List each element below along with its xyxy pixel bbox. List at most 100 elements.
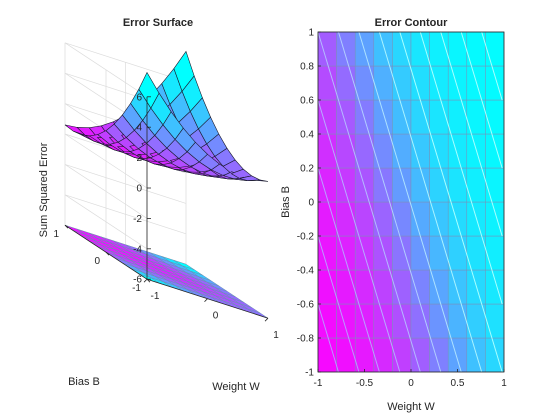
contour-cell xyxy=(336,99,356,135)
contour-cell xyxy=(336,269,356,305)
contour-y-tick-label: -0.8 xyxy=(297,334,315,345)
weight-tick-mark xyxy=(204,298,208,302)
contour-cell xyxy=(317,99,337,135)
error-surface-mesh xyxy=(64,50,269,182)
contour-cell xyxy=(373,167,393,203)
contour-line xyxy=(317,31,421,373)
contour-cell xyxy=(373,269,393,305)
surface-cell xyxy=(247,179,269,182)
bias-tick-label: 1 xyxy=(53,229,59,240)
contour-cell xyxy=(336,65,356,101)
contour-y-ticks: -1 -0.8 -0.6 -0.4 -0.2 0 0.2 0.4 0.6 0.8 1 xyxy=(297,28,321,379)
weight-tick-mark xyxy=(143,278,148,283)
contour-cell xyxy=(447,269,468,305)
z-tick-label: 6 xyxy=(136,92,142,103)
contour-y-tick-label: 0.6 xyxy=(300,96,314,107)
floor-cell xyxy=(64,224,86,235)
contour-cell xyxy=(336,337,356,373)
surface-floor-projection xyxy=(64,224,269,319)
contour-cell xyxy=(447,303,468,339)
contour-cell xyxy=(447,235,468,271)
contour-cell xyxy=(373,201,393,237)
contour-cell xyxy=(485,133,505,169)
contour-cell xyxy=(447,133,468,169)
contour-line xyxy=(481,31,503,101)
contour-cell xyxy=(447,201,468,237)
contour-y-tick-label: -0.6 xyxy=(297,300,315,311)
contour-cell xyxy=(373,303,393,339)
weight-axis-ticks: -1 0 1 xyxy=(143,278,279,341)
contour-y-tick-label: -0.2 xyxy=(297,232,315,243)
contour-cell xyxy=(317,303,337,339)
contour-cell xyxy=(410,201,430,237)
contour-line xyxy=(317,303,339,373)
bias-tick-mark xyxy=(146,278,151,283)
contour-cell xyxy=(410,337,430,373)
contour-line xyxy=(317,235,360,373)
contour-x-tick-label: -0.5 xyxy=(356,378,374,389)
contour-line xyxy=(440,31,503,237)
contour-x-ticks: -1 -0.5 0 0.5 1 xyxy=(314,369,507,389)
z-tick-label: -2 xyxy=(133,214,142,225)
contour-line xyxy=(317,167,380,373)
contour-y-tick-label: 0.2 xyxy=(300,164,314,175)
contour-cell xyxy=(317,235,337,271)
contour-cell xyxy=(485,31,505,67)
contour-cell xyxy=(373,133,393,169)
contour-cell xyxy=(336,235,356,271)
contour-cell xyxy=(410,31,430,67)
contour-y-tick-label: 0 xyxy=(308,198,314,209)
contour-x-tick-label: 0 xyxy=(408,378,414,389)
contour-cell xyxy=(447,99,468,135)
weight-tick-label: 0 xyxy=(213,311,219,322)
contour-y-tick-label: 1 xyxy=(308,28,314,39)
contour-line xyxy=(460,31,503,169)
weight-axis-label: Weight W xyxy=(212,381,260,393)
contour-cell xyxy=(373,235,393,271)
contour-line xyxy=(378,31,483,373)
bias-tick-mark xyxy=(64,224,69,229)
contour-x-tick-label: 1 xyxy=(501,378,507,389)
contour-cell xyxy=(485,65,505,101)
contour-x-tick-label: -1 xyxy=(314,378,323,389)
contour-x-tick-label: 0.5 xyxy=(451,378,465,389)
weight-tick-label: -1 xyxy=(151,291,160,302)
contour-cell xyxy=(485,201,505,237)
weight-tick-mark xyxy=(264,317,269,322)
contour-cell xyxy=(336,303,356,339)
contour-cell xyxy=(485,337,505,373)
contour-cell xyxy=(410,303,430,339)
error-contour-axes: -1 -0.5 0 0.5 1 -1 -0.8 -0.6 -0.4 -0.2 0 0.2 0.4 0.6… xyxy=(280,17,507,413)
contour-cell xyxy=(317,31,337,67)
error-surface-axes: -6 -4 -2 0 2 4 6 -1 0 1 -1 0 1 Error Surface Sum S… xyxy=(38,17,279,393)
contour-lines xyxy=(317,31,503,373)
contour-cell xyxy=(373,31,393,67)
z-tick-label: -4 xyxy=(133,244,142,255)
contour-cell xyxy=(336,31,356,67)
contour-cell xyxy=(410,133,430,169)
contour-cell xyxy=(336,201,356,237)
bias-axis-ticks: -1 0 1 xyxy=(53,224,151,294)
contour-y-tick-label: 0.8 xyxy=(300,62,314,73)
contour-line xyxy=(358,31,462,373)
contour-cell xyxy=(373,65,393,101)
weight-tick-label: 1 xyxy=(273,330,279,341)
contour-y-tick-label: -0.4 xyxy=(297,266,315,277)
contour-cell xyxy=(373,337,393,373)
z-tick-label: 0 xyxy=(136,184,142,195)
z-tick-label: 4 xyxy=(136,123,142,134)
contour-cell xyxy=(373,99,393,135)
contour-line xyxy=(419,31,503,305)
contour-cell xyxy=(485,303,505,339)
contour-cell xyxy=(410,65,430,101)
contour-line xyxy=(317,99,401,373)
z-axis-label: Sum Squared Error xyxy=(38,142,50,237)
contour-cell xyxy=(447,337,468,373)
contour-cell xyxy=(485,167,505,203)
bias-tick-label: -1 xyxy=(132,283,141,294)
contour-cell xyxy=(410,235,430,271)
contour-y-label: Bias B xyxy=(280,186,292,218)
contour-cell xyxy=(447,31,468,67)
floor-cell xyxy=(173,260,195,270)
